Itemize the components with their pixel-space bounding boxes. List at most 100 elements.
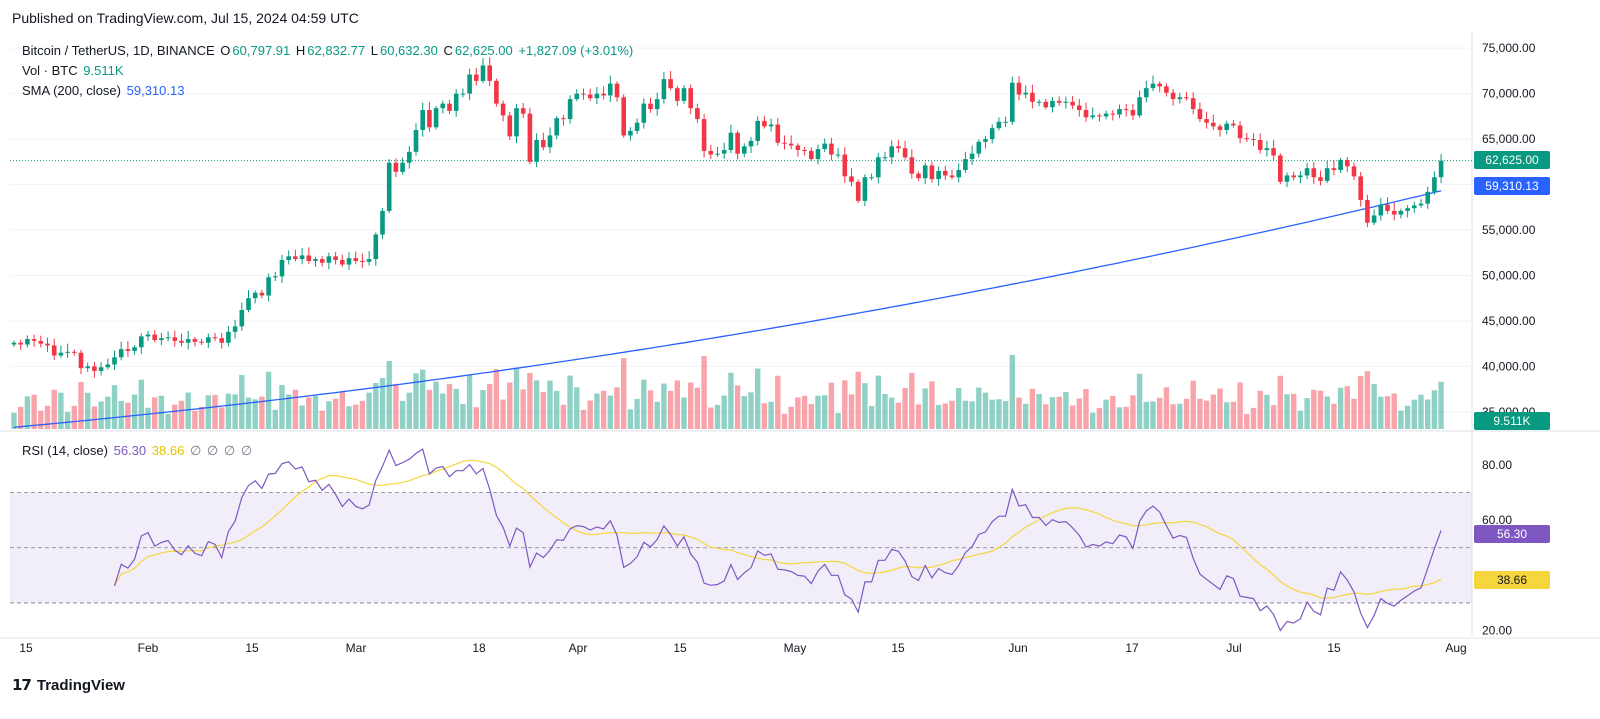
candle-body	[1298, 175, 1303, 178]
candle-body	[601, 93, 606, 96]
candle-body	[547, 135, 553, 148]
volume-bar	[1270, 405, 1277, 429]
volume-bar	[1190, 380, 1196, 429]
candle-body	[829, 143, 834, 155]
volume-bar	[989, 399, 995, 429]
candle-body	[239, 310, 245, 327]
candle-body	[366, 259, 372, 262]
candle-body	[58, 352, 64, 356]
volume-bar	[1009, 355, 1015, 429]
sma-legend: SMA (200, close) 59,310.13	[22, 83, 186, 98]
candle-body	[748, 140, 754, 147]
open-key: O	[220, 43, 231, 58]
candle-body	[695, 108, 700, 120]
volume-bar	[647, 390, 654, 429]
time-tick-label: 15	[1327, 641, 1341, 655]
time-tick-label: 15	[891, 641, 905, 655]
volume-bar	[1317, 390, 1324, 429]
time-tick-label: Aug	[1445, 641, 1466, 655]
volume-bar	[674, 380, 680, 429]
volume-bar	[1331, 403, 1337, 429]
candle-body	[855, 181, 861, 201]
volume-bar	[875, 375, 881, 429]
volume-bar	[1177, 403, 1183, 429]
volume-bar	[848, 394, 855, 429]
candle-body	[1056, 100, 1062, 103]
candle-body	[1090, 115, 1095, 118]
volume-bar	[172, 404, 178, 429]
volume-bar	[1304, 398, 1310, 429]
volume-bar	[1110, 395, 1116, 429]
volume-bar	[1096, 407, 1103, 429]
candle-body	[373, 234, 379, 260]
volume-bar	[520, 389, 526, 429]
candle-body	[862, 177, 868, 201]
volume-bar	[976, 387, 982, 429]
volume-bar	[882, 394, 888, 429]
volume-bar	[1043, 404, 1049, 429]
candle-body	[1117, 109, 1122, 115]
candle-body	[1398, 210, 1404, 215]
candle-body	[433, 108, 439, 128]
candle-body	[360, 260, 365, 262]
volume-bar	[71, 405, 77, 429]
low-value: 60,632.30	[379, 43, 438, 58]
candle-body	[273, 276, 278, 278]
candle-body	[219, 338, 224, 343]
volume-bar	[781, 413, 788, 429]
volume-bar	[996, 399, 1002, 429]
candle-body	[1184, 97, 1189, 99]
volume-bar	[755, 368, 761, 429]
candle-body	[1070, 101, 1075, 106]
time-tick-label: Mar	[346, 641, 367, 655]
volume-bar	[386, 361, 392, 429]
candle-body	[447, 103, 452, 111]
candle-body	[1204, 119, 1209, 123]
candle-body	[18, 342, 23, 345]
volume-bar	[131, 394, 138, 429]
tradingview-logo[interactable]: 17 TradingView	[12, 676, 125, 694]
candle-body	[1150, 83, 1156, 89]
change-value: +1,827.09 (+3.01%)	[518, 43, 634, 58]
volume-bar	[547, 380, 553, 429]
candle-body	[648, 103, 653, 110]
volume-bar	[587, 400, 593, 429]
volume-bar	[949, 400, 955, 429]
volume-bar	[540, 392, 546, 429]
volume-bar	[1002, 401, 1009, 429]
price-tag: 62,625.00	[1474, 151, 1550, 169]
candle-body	[1365, 200, 1370, 223]
volume-bar	[527, 373, 533, 429]
candle-body	[1023, 92, 1028, 95]
price-tick-label: 75,000.00	[1482, 41, 1536, 55]
volume-bar	[259, 396, 265, 429]
volume-bar	[1076, 398, 1082, 429]
volume-bar	[1257, 390, 1263, 429]
candle-body	[969, 153, 975, 160]
volume-bar	[942, 403, 948, 429]
volume-bar	[761, 403, 768, 429]
volume-bar	[332, 398, 339, 429]
volume-bar	[466, 374, 473, 429]
volume-bar	[902, 387, 908, 429]
rsi-extra-1: ∅	[189, 443, 202, 458]
candle-body	[1378, 204, 1384, 216]
candle-body	[293, 256, 298, 260]
candle-body	[1271, 148, 1276, 156]
volume-bar	[185, 392, 191, 429]
volume-bar	[835, 413, 841, 429]
candle-body	[1103, 113, 1109, 117]
time-tick-label: May	[784, 641, 807, 655]
volume-bar	[1264, 394, 1270, 429]
volume-bar	[493, 369, 500, 429]
candle-body	[1003, 121, 1008, 123]
volume-bar	[962, 400, 969, 429]
candle-body	[983, 139, 988, 142]
candle-body	[976, 141, 982, 154]
volume-bar	[1378, 396, 1384, 429]
candle-body	[675, 88, 680, 101]
candle-body	[1351, 166, 1357, 177]
volume-bar	[487, 384, 493, 429]
volume-bar	[473, 407, 479, 429]
